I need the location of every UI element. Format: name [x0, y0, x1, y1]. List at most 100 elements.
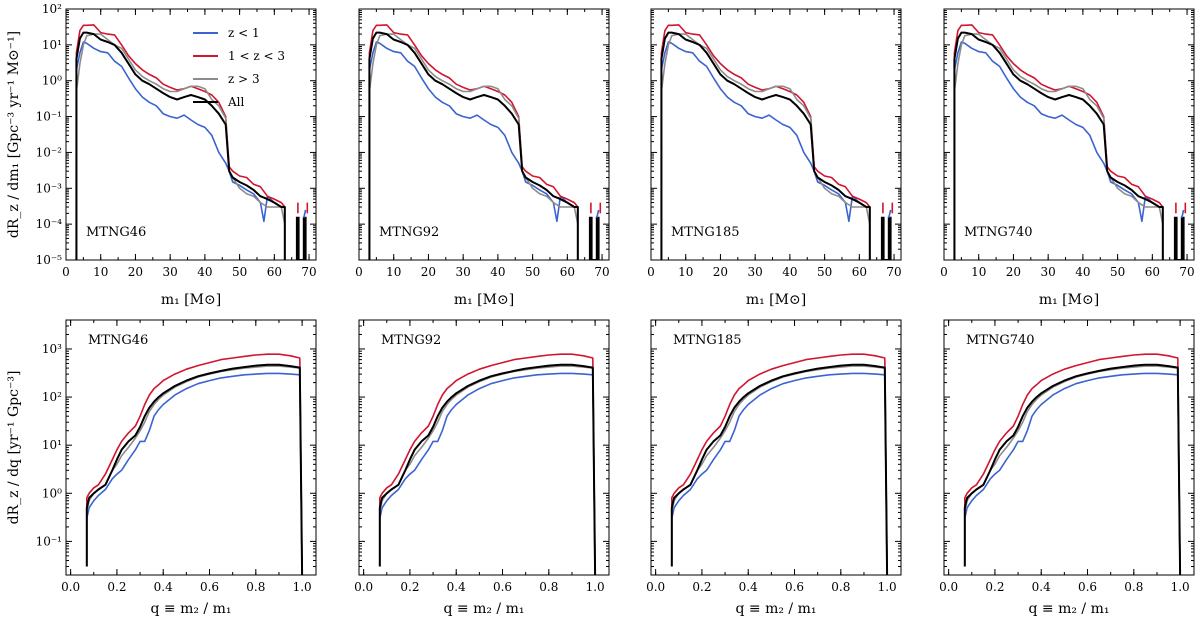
x-tick-label: 50: [525, 265, 540, 279]
plot-area: [670, 353, 889, 575]
x-tick-label: 10: [971, 265, 986, 279]
x-tick-label: 0.6: [785, 580, 804, 594]
x-tick-label: 30: [456, 265, 471, 279]
y-tick-label: 10⁻¹: [36, 534, 62, 548]
axes-frame: [65, 8, 317, 261]
panel-bottom-MTNG92: 0.0 0.2 0.4 0.6 0.8 1.0 MTNG92 q ≡ m₂ / m₁: [354, 319, 610, 617]
y-tick-label: 10⁰: [42, 74, 62, 88]
series-line-z-3: [75, 33, 286, 260]
x-tick-label: 0.8: [1124, 580, 1143, 594]
x-tick-label: 0: [940, 265, 948, 279]
x-tick-label: 50: [232, 265, 247, 279]
x-tick-label: 1.0: [586, 580, 605, 594]
panel-label: MTNG46: [86, 225, 146, 240]
x-tick-label: 0.2: [692, 580, 711, 594]
axes-frame: [943, 319, 1195, 576]
legend: z < 1 1 < z < 3 z > 3 All: [193, 26, 285, 109]
x-tick-label: 0.8: [831, 580, 850, 594]
x-tick-label: 0.0: [61, 580, 80, 594]
x-tick-label: 0.4: [154, 580, 173, 594]
x-axis-label: m₁ [M⊙]: [746, 292, 806, 308]
x-tick-label: 60: [1145, 265, 1160, 279]
x-tick-label: 0.0: [354, 580, 373, 594]
axes-frame: [65, 319, 317, 576]
panel-label: MTNG92: [379, 225, 439, 240]
y-tick-label: 10⁰: [42, 486, 62, 500]
x-tick-label: 70: [594, 265, 609, 279]
series-line-1-z-3: [671, 353, 888, 575]
plot-area: [85, 353, 304, 575]
plot-area: [963, 353, 1182, 575]
panel-bottom-MTNG185: 0.0 0.2 0.4 0.6 0.8 1.0 MTNG185 q ≡ m₂ / m₁: [646, 319, 902, 617]
x-tick-label: 30: [748, 265, 763, 279]
series-line-all: [75, 31, 286, 260]
x-tick-label: 0: [62, 265, 70, 279]
series-spike-0: [295, 216, 307, 260]
x-tick-label: 0.2: [107, 580, 126, 594]
x-tick-label: 20: [421, 265, 436, 279]
x-tick-label: 50: [1110, 265, 1125, 279]
x-tick-label: 30: [163, 265, 178, 279]
x-tick-label: 0: [355, 265, 363, 279]
x-axis-label: m₁ [M⊙]: [1039, 292, 1099, 308]
x-tick-label: 40: [490, 265, 505, 279]
x-tick-label: 40: [1075, 265, 1090, 279]
y-tick-label: 10⁻³: [36, 181, 63, 195]
series-line-all: [953, 31, 1164, 260]
series-line-z-3: [660, 33, 871, 260]
y-tick-label: 10²: [42, 2, 62, 16]
series-line-z-3: [86, 365, 303, 575]
x-tick-label: 0.2: [985, 580, 1004, 594]
x-tick-label: 60: [267, 265, 282, 279]
legend-label: 1 < z < 3: [228, 49, 285, 63]
series-spike-1: [303, 209, 307, 218]
series-line-z-3: [953, 33, 1164, 260]
series-line-all: [368, 31, 579, 260]
x-tick-label: 20: [713, 265, 728, 279]
series-line-z-3: [964, 365, 1181, 575]
plot-area: [953, 24, 1187, 260]
series-line-z-1: [964, 372, 1181, 575]
y-tick-label: 10²: [42, 390, 62, 404]
x-tick-label: 60: [852, 265, 867, 279]
x-tick-label: 50: [817, 265, 832, 279]
panel-label: MTNG92: [381, 333, 441, 348]
series-spike-0: [1173, 216, 1185, 260]
series-line-z-1: [671, 372, 888, 575]
panel-label: MTNG740: [966, 333, 1035, 348]
series-line-1-z-3: [86, 353, 303, 575]
x-tick-label: 70: [1179, 265, 1194, 279]
y-tick-label: 10³: [42, 342, 62, 356]
x-tick-label: 10: [678, 265, 693, 279]
x-tick-label: 0.2: [400, 580, 419, 594]
panel-bottom-MTNG740: 0.0 0.2 0.4 0.6 0.8 1.0 MTNG740 q ≡ m₂ / m₁: [939, 319, 1195, 617]
x-axis-label: q ≡ m₂ / m₁: [151, 601, 232, 617]
series-line-1-z-3: [964, 353, 1181, 575]
x-axis-label: q ≡ m₂ / m₁: [444, 601, 525, 617]
x-tick-label: 10: [93, 265, 108, 279]
panel-top-MTNG46: 0 10 20 30 40 50 60 70 10⁻⁵ 10⁻⁴ 10⁻³ 10⁻² 10⁻¹ 10⁰ 10…: [6, 2, 317, 308]
x-tick-label: 40: [782, 265, 797, 279]
x-tick-label: 40: [197, 265, 212, 279]
y-tick-label: 10⁻¹: [36, 110, 62, 124]
series-line-z-3: [368, 33, 579, 260]
series-spike-1: [1181, 209, 1185, 218]
series-spike-0: [880, 216, 892, 260]
series-spike-1: [596, 209, 600, 218]
x-axis-label: m₁ [M⊙]: [161, 292, 221, 308]
y-tick-label: 10¹: [42, 438, 62, 452]
x-tick-label: 30: [1041, 265, 1056, 279]
y-tick-label: 10⁻²: [36, 145, 63, 159]
panel-bottom-MTNG46: 0.0 0.2 0.4 0.6 0.8 1.0 10⁻¹ 10⁰ 10¹ 10² 10³ MTNG46…: [6, 319, 317, 617]
x-axis-label: m₁ [M⊙]: [454, 292, 514, 308]
panel-label: MTNG740: [964, 225, 1033, 240]
y-tick-label: 10⁻⁵: [36, 253, 63, 267]
panel-label: MTNG185: [673, 333, 742, 348]
x-tick-label: 60: [560, 265, 575, 279]
series-line-z-3: [379, 365, 596, 575]
series-line-all: [85, 363, 304, 575]
x-tick-label: 70: [301, 265, 316, 279]
axes-frame: [650, 8, 902, 261]
axes-frame: [943, 8, 1195, 261]
